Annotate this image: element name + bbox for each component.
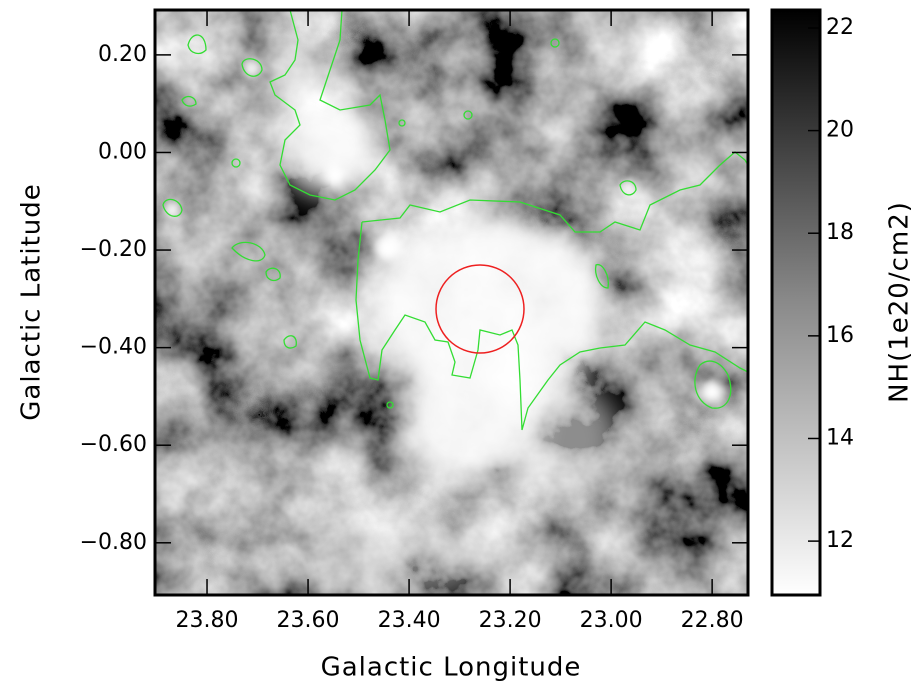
- contour: [181, 95, 197, 107]
- contour: [265, 267, 281, 282]
- contour: [355, 151, 748, 431]
- contour: [231, 241, 266, 262]
- colorbar-tick-label: 20: [826, 118, 854, 143]
- contour: [187, 34, 207, 55]
- x-tick-label: 23.00: [580, 608, 643, 633]
- colorbar-label: NH(1e20/cm2): [885, 201, 915, 403]
- bright-region: [270, 40, 620, 595]
- colorbar-tick-label: 14: [826, 425, 854, 450]
- contour: [398, 119, 406, 127]
- y-axis-label: Galactic Latitude: [17, 183, 47, 421]
- contour: [386, 401, 394, 409]
- contour: [694, 360, 732, 409]
- colorbar-tick-label: 16: [826, 323, 854, 348]
- contour: [594, 263, 609, 289]
- region-circle: [435, 264, 525, 354]
- colorbar-tick-label: 18: [826, 220, 854, 245]
- x-tick-label: 23.80: [176, 608, 239, 633]
- contour: [283, 335, 297, 349]
- y-tick-label: 0.00: [98, 139, 147, 164]
- contour: [463, 110, 473, 120]
- nh-image: [155, 10, 748, 595]
- contour: [550, 38, 560, 48]
- y-tick-label: −0.80: [80, 530, 147, 555]
- plot-frame: [153, 8, 750, 597]
- y-tick-label: −0.20: [80, 237, 147, 262]
- contour: [231, 158, 241, 168]
- y-tick-label: −0.40: [80, 335, 147, 360]
- x-tick-label: 22.80: [681, 608, 744, 633]
- x-tick-label: 23.20: [479, 608, 542, 633]
- point-sources: [164, 59, 724, 404]
- contour: [619, 180, 637, 196]
- x-tick-label: 23.40: [378, 608, 441, 633]
- x-axis-label: Galactic Longitude: [321, 653, 582, 683]
- contour: [269, 10, 391, 201]
- contours: [162, 10, 748, 431]
- contour: [241, 58, 263, 77]
- y-tick-label: 0.20: [98, 42, 147, 67]
- colorbar: [770, 8, 822, 597]
- x-tick-label: 23.60: [277, 608, 340, 633]
- colorbar-tick-label: 12: [826, 528, 854, 553]
- contour: [162, 198, 183, 217]
- y-tick-label: −0.60: [80, 432, 147, 457]
- colorbar-tick-label: 22: [826, 15, 854, 40]
